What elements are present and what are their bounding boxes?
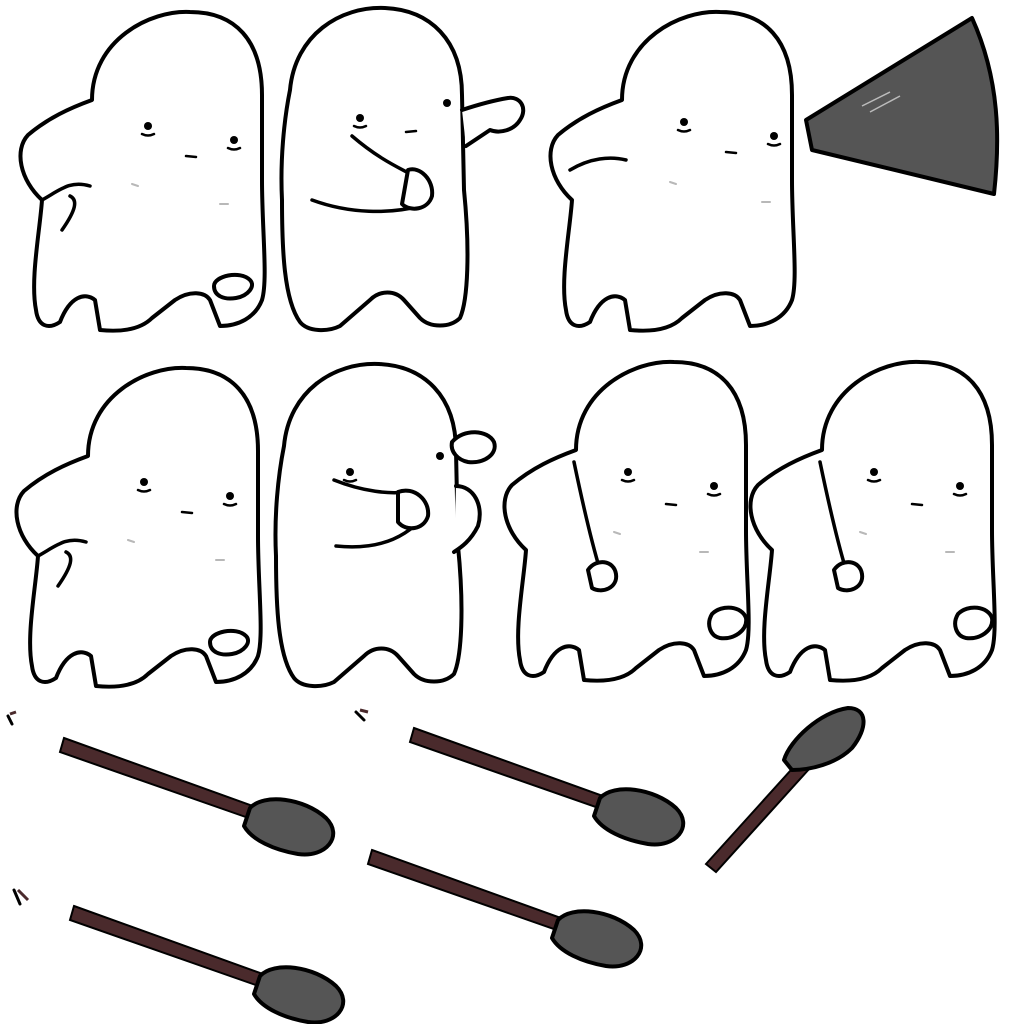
character-idle-hand-on-hip: [18, 9, 267, 333]
character-fist-raised: [273, 361, 497, 689]
shovel-sprite: [704, 706, 866, 874]
shovel-sprite: [68, 904, 346, 1024]
character-arms-down: [502, 359, 751, 683]
shovel-sprite: [58, 736, 336, 857]
character-idle-hand-on-hip: [14, 365, 263, 689]
character-arms-down: [748, 359, 997, 683]
character-shouting: [548, 9, 797, 333]
megaphone-cone-icon: [804, 16, 1000, 196]
shovel-sprite: [408, 726, 686, 847]
character-pointing-right: [279, 5, 526, 333]
shovel-sprite: [366, 848, 644, 969]
